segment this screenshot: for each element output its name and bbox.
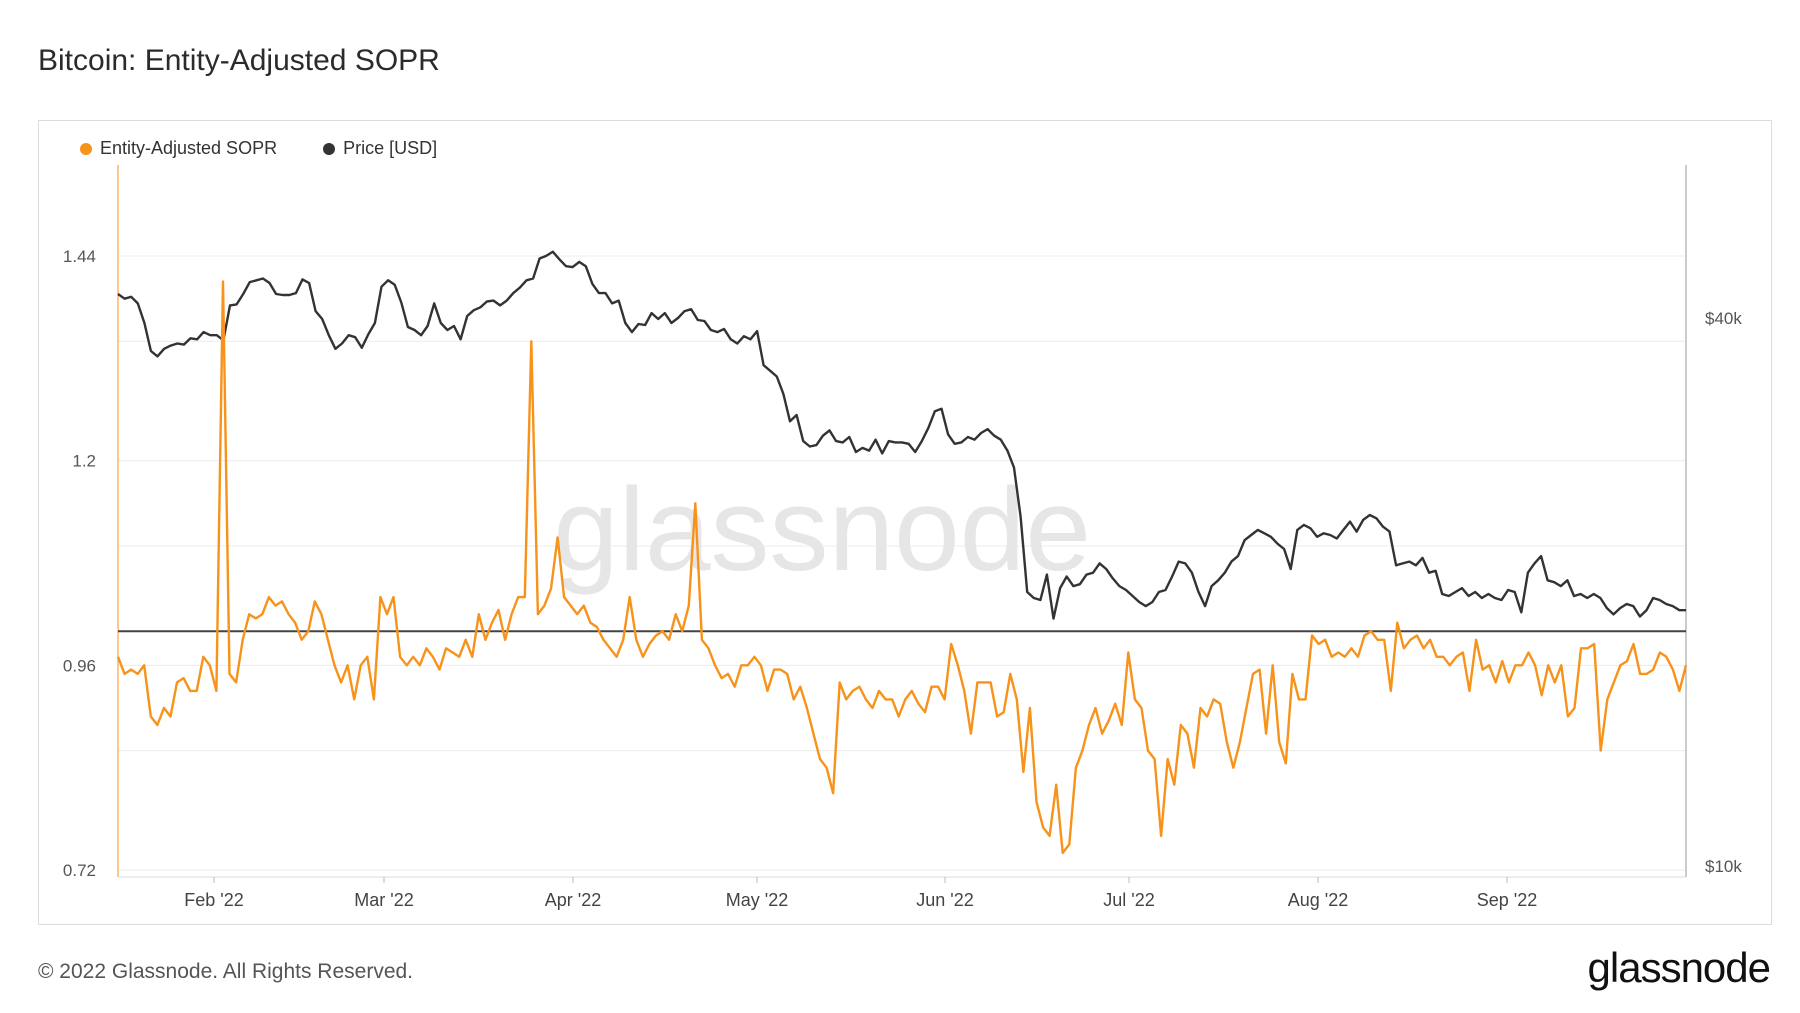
- price-series-line[interactable]: [117, 250, 1686, 620]
- x-tick-label: Apr '22: [545, 890, 601, 910]
- x-tick-label: Jul '22: [1103, 890, 1154, 910]
- series-lines: [116, 250, 1688, 855]
- y-left-tick-label: 1.44: [63, 247, 96, 266]
- legend-dot-sopr: [80, 142, 92, 155]
- x-tick-label: May '22: [726, 890, 788, 910]
- y-left-tick-label: 0.72: [63, 861, 96, 880]
- legend-label-sopr: Entity-Adjusted SOPR: [100, 138, 278, 158]
- grid-lines: [118, 255, 1686, 871]
- x-tick-label: Aug '22: [1288, 890, 1349, 910]
- y-right-tick-label: $40k: [1705, 309, 1742, 328]
- x-tick-label: Jun '22: [916, 890, 973, 910]
- copyright-text: © 2022 Glassnode. All Rights Reserved.: [38, 960, 414, 983]
- sopr-series-line[interactable]: [116, 280, 1688, 855]
- glassnode-logo[interactable]: glassnode: [1587, 944, 1771, 991]
- legend-item-sopr[interactable]: Entity-Adjusted SOPR: [80, 138, 277, 159]
- legend: Entity-Adjusted SOPR Price [USD]: [80, 138, 437, 159]
- x-tick-label: Sep '22: [1477, 890, 1538, 910]
- y-left-tick-label: 0.96: [63, 656, 96, 675]
- y-right-tick-label: $10k: [1705, 857, 1742, 876]
- x-tick-label: Feb '22: [184, 890, 243, 910]
- chart-panel: [38, 120, 1772, 925]
- x-tick-label: Mar '22: [354, 890, 413, 910]
- tick-labels: 1.44 1.2 0.96 0.72 $40k $10k Feb '22 Mar '22 Apr…: [63, 247, 1742, 910]
- legend-item-price[interactable]: Price [USD]: [323, 138, 437, 159]
- chart-title: Bitcoin: Entity-Adjusted SOPR: [38, 44, 440, 77]
- legend-dot-price: [323, 142, 336, 155]
- watermark: glassnode: [553, 464, 1091, 596]
- y-left-tick-label: 1.2: [72, 452, 96, 471]
- legend-label-price: Price [USD]: [343, 138, 438, 158]
